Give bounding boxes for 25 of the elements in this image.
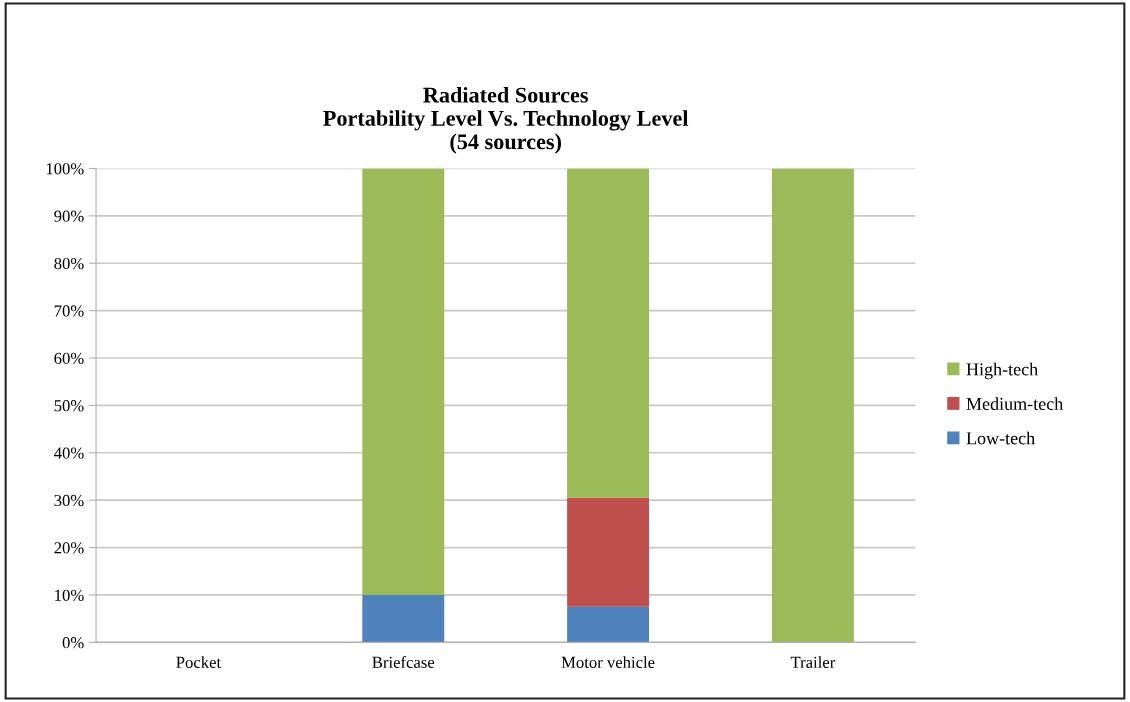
bar	[567, 497, 650, 607]
y-tick-label: 10%	[55, 589, 84, 601]
y-tick-label: 60%	[54, 352, 84, 365]
bar	[362, 594, 445, 643]
y-tick-label: 0%	[62, 637, 84, 649]
x-tick-label: Briefcase	[372, 656, 435, 668]
y-tick-label: 40%	[54, 447, 84, 459]
x-tick-label: Motor vehicle	[561, 656, 655, 668]
y-tick-label: 20%	[54, 542, 84, 554]
chart-title: Radiated Sources Portability Level Vs. Technology Level (54 sources)	[323, 86, 689, 154]
y-tick-label: 90%	[54, 210, 84, 222]
y-tick-label: 30%	[54, 494, 84, 507]
bar	[771, 168, 854, 643]
x-tick-label: Trailer	[790, 656, 836, 668]
legend-label: Medium-tech	[966, 397, 1064, 410]
legend-label: High-tech	[966, 362, 1038, 380]
y-tick-label: 70%	[54, 305, 84, 317]
bar	[567, 168, 650, 498]
x-tick-label: Pocket	[176, 656, 222, 668]
legend-label: Low-tech	[966, 431, 1035, 445]
y-tick-label: 50%	[54, 400, 84, 412]
y-tick-label: 100%	[46, 163, 84, 175]
bar	[567, 606, 650, 643]
y-tick-label: 80%	[54, 257, 84, 270]
bar	[362, 168, 445, 595]
